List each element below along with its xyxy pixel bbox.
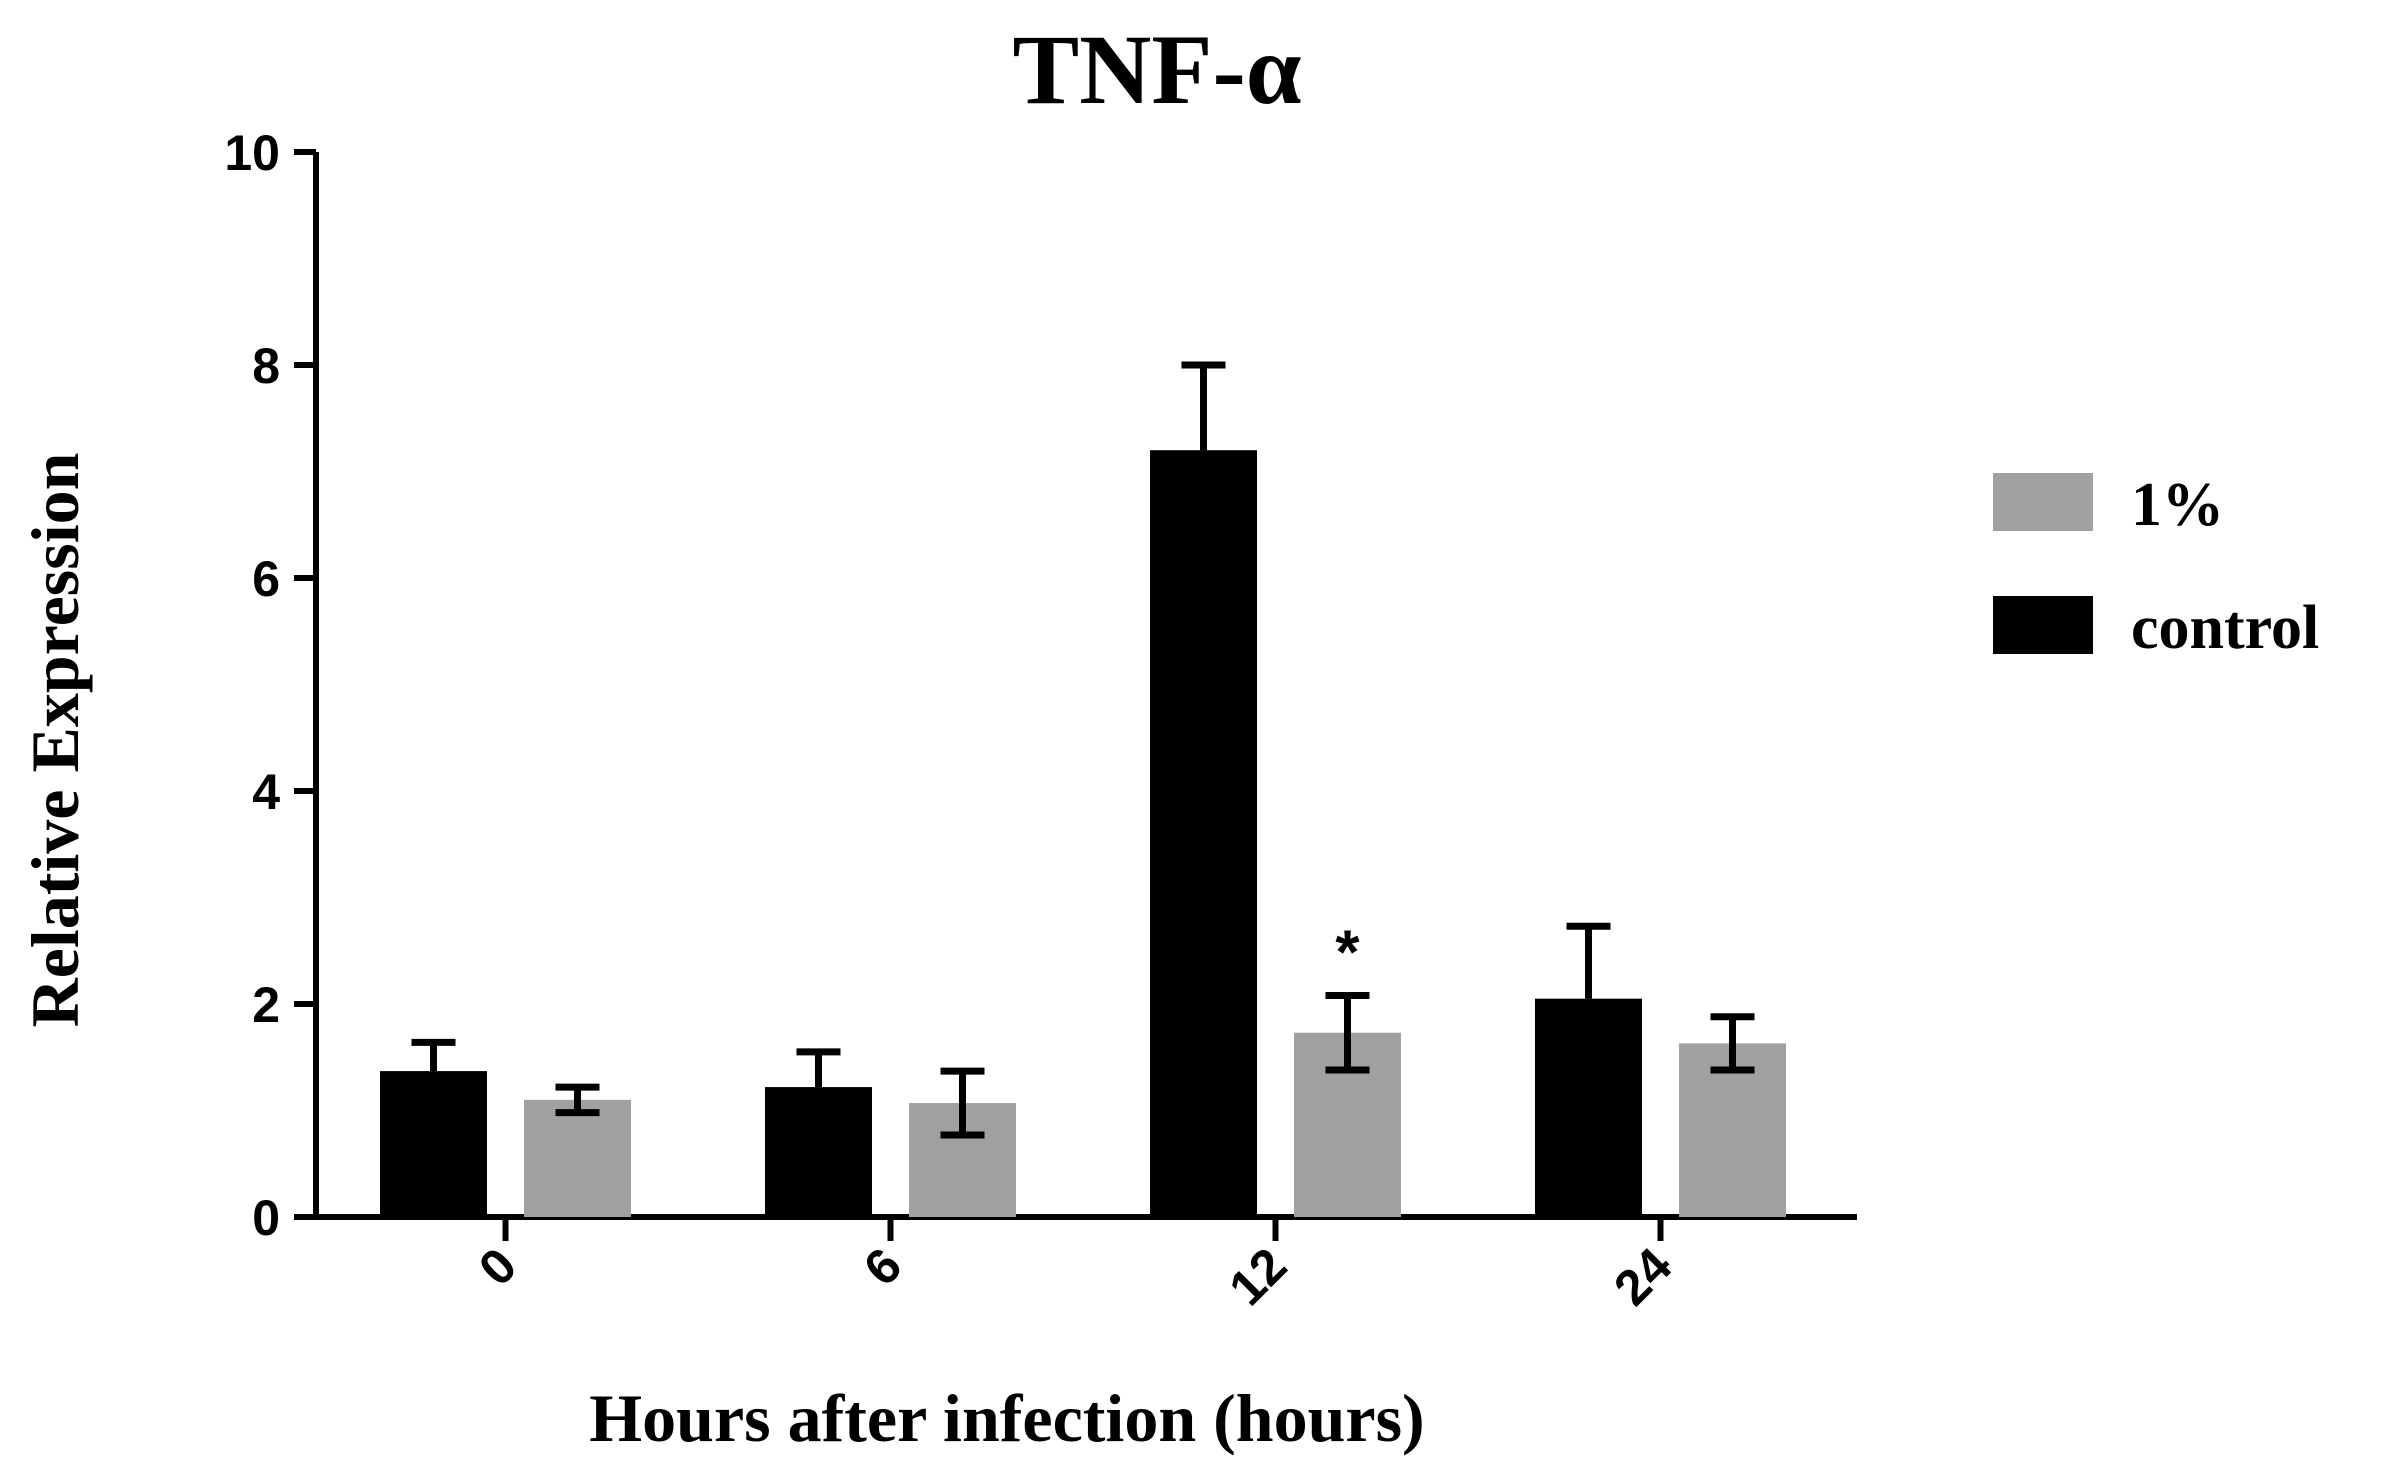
legend-item-1%: 1% [1993,471,2224,539]
x-tick-label: 6 [853,1237,912,1296]
x-tick-label: 12 [1218,1237,1297,1316]
annotations: * [1335,918,1360,987]
y-tick-label: 10 [224,125,280,181]
x-axis: 0 6 12 24 [313,1214,1857,1316]
x-axis-title: Hours after infection (hours) [589,1380,1424,1456]
x-tick-label: 24 [1603,1237,1682,1316]
significance-marker: * [1335,918,1360,987]
y-ticks: 0 2 4 6 8 10 [224,125,316,1246]
series-control [380,361,1642,1217]
bar [765,1087,872,1217]
y-tick-label: 0 [252,1190,280,1246]
bar [1535,998,1642,1217]
y-axis-title: Relative Expression [17,453,93,1028]
series-1% [524,991,1786,1217]
legend-swatch [1993,596,2093,654]
legend-swatch [1993,473,2093,531]
bar [524,1099,631,1217]
bar [380,1071,487,1217]
chart-title: TNF-α [1012,14,1301,125]
bar [1150,450,1257,1217]
y-tick-label: 4 [252,764,280,820]
y-tick-label: 2 [252,977,280,1033]
x-tick-label: 0 [468,1237,527,1296]
bar-series [380,361,1786,1217]
legend-label: 1% [2131,471,2224,539]
x-ticks: 0 6 12 24 [468,1217,1682,1316]
legend-item-control: control [1993,594,2319,662]
y-tick-label: 6 [252,551,280,607]
y-tick-label: 8 [252,338,280,394]
y-axis: 0 2 4 6 8 10 [224,125,319,1246]
legend-label: control [2131,594,2319,662]
legend: 1% control [1993,471,2319,662]
